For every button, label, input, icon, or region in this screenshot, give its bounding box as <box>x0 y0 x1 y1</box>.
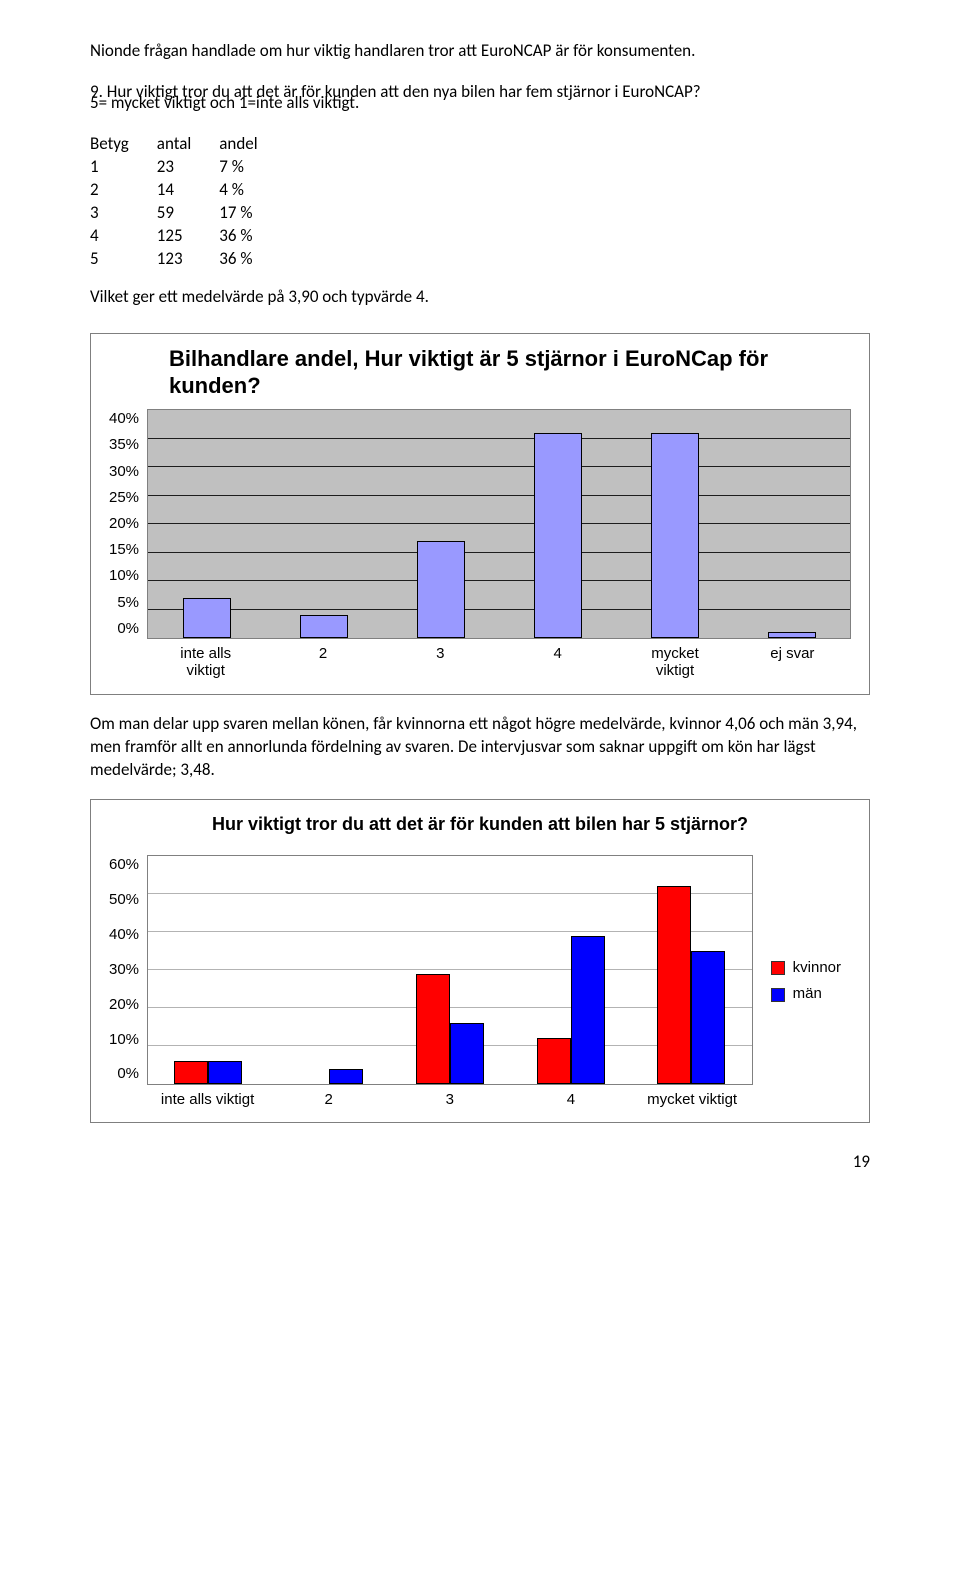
chart-1-bar <box>417 541 465 638</box>
chart-2-bar <box>450 1023 484 1084</box>
table-row: 412536 % <box>90 225 286 248</box>
intro-line-1: Nionde frågan handlade om hur viktig han… <box>90 40 870 63</box>
table-header: andel <box>219 133 285 156</box>
legend-item: män <box>771 984 841 1004</box>
summary-line: Vilket ger ett medelvärde på 3,90 och ty… <box>90 286 870 309</box>
table-row: 512336 % <box>90 248 286 271</box>
chart-1-x-axis: inte allsviktigt234mycketviktigtej svar <box>147 645 851 680</box>
chart-2-x-axis: inte alls viktigt234mycket viktigt <box>147 1091 753 1108</box>
table-header: Betyg <box>90 133 157 156</box>
chart-2: Hur viktigt tror du att det är för kunde… <box>90 799 870 1123</box>
chart-1-bar <box>300 615 348 638</box>
chart-2-bar <box>174 1061 208 1084</box>
chart-2-bar <box>657 886 691 1084</box>
chart-1-bar <box>651 433 699 638</box>
chart-2-bar <box>691 951 725 1084</box>
chart-2-plot <box>147 855 753 1085</box>
betyg-table: Betygantalandel1237 %2144 %35917 %412536… <box>90 133 870 271</box>
chart-1-bar <box>768 632 816 638</box>
chart-1-bar <box>183 598 231 638</box>
chart-1: Bilhandlare andel, Hur viktigt är 5 stjä… <box>90 333 870 694</box>
middle-paragraph: Om man delar upp svaren mellan könen, få… <box>90 713 870 782</box>
chart-2-bar <box>537 1038 571 1084</box>
chart-2-bar <box>571 936 605 1084</box>
chart-2-title: Hur viktigt tror du att det är för kunde… <box>109 812 851 836</box>
chart-1-y-axis: 40%35%30%25%20%15%10%5%0% <box>109 409 147 639</box>
chart-2-y-axis: 60%50%40%30%20%10%0% <box>109 855 147 1085</box>
chart-1-bar <box>534 433 582 638</box>
chart-1-plot <box>147 409 851 639</box>
chart-2-bar <box>208 1061 242 1084</box>
table-row: 1237 % <box>90 156 286 179</box>
table-row: 35917 % <box>90 202 286 225</box>
legend-item: kvinnor <box>771 958 841 978</box>
chart-1-title: Bilhandlare andel, Hur viktigt är 5 stjä… <box>169 346 851 399</box>
table-row: 2144 % <box>90 179 286 202</box>
table-header: antal <box>157 133 219 156</box>
chart-2-legend: kvinnor män <box>753 948 851 1015</box>
chart-2-bar <box>416 974 450 1084</box>
chart-2-bar <box>329 1069 363 1084</box>
page-number: 19 <box>90 1151 870 1174</box>
